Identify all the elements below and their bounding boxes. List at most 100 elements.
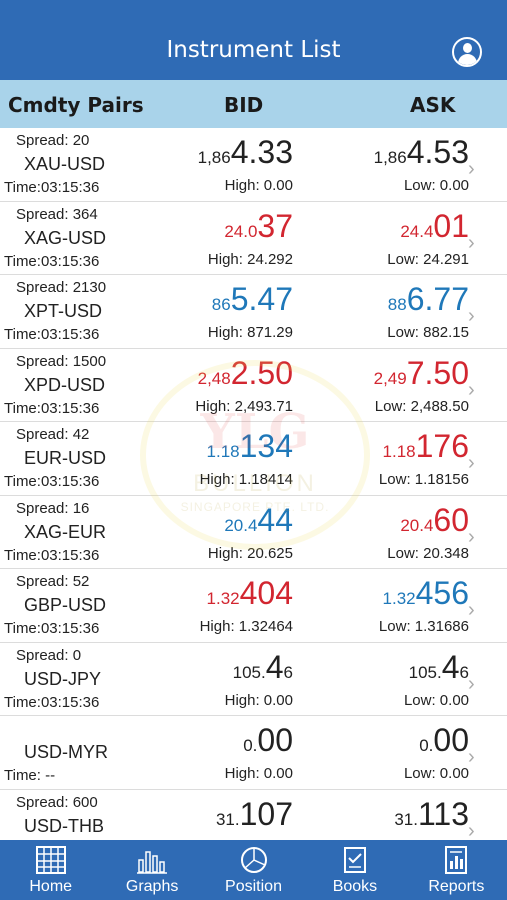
ask-price-suffix: 6 bbox=[459, 662, 469, 682]
bid-price-main: 2.50 bbox=[230, 354, 293, 391]
instrument-symbol: USD-JPY bbox=[24, 668, 102, 689]
low-value: Low: 882.15 bbox=[387, 324, 469, 341]
book-icon bbox=[343, 847, 366, 873]
instrument-list[interactable]: Spread: 20 XAU-USD Time:03:15:36 1,864.33 Hi… bbox=[0, 128, 507, 840]
spread-label: Spread: 20 bbox=[16, 132, 90, 149]
ask-price[interactable]: 2,497.50 bbox=[374, 355, 469, 392]
ask-price[interactable]: 105.46 bbox=[409, 649, 469, 686]
tab-position[interactable]: Position bbox=[203, 840, 304, 900]
ask-price-prefix: 31. bbox=[394, 809, 418, 829]
tab-graphs[interactable]: Graphs bbox=[101, 840, 202, 900]
timestamp: Time:03:15:36 bbox=[4, 620, 100, 637]
column-header: Cmdty Pairs BID ASK bbox=[0, 80, 507, 128]
instrument-row[interactable]: Spread: 20 XAU-USD Time:03:15:36 1,864.33 Hi… bbox=[0, 128, 507, 202]
instrument-row[interactable]: Spread: 16 XAG-EUR Time:03:15:36 20.444 High… bbox=[0, 496, 507, 569]
low-value: Low: 1.31686 bbox=[378, 618, 469, 635]
low-value: Low: 0.00 bbox=[403, 765, 469, 782]
ask-price[interactable]: 24.401 bbox=[400, 208, 469, 245]
tab-reports-label: Reports bbox=[428, 878, 485, 895]
spread-label: Spread: 364 bbox=[16, 205, 98, 223]
bid-price[interactable]: 24.037 bbox=[224, 208, 293, 245]
ask-price[interactable]: 31.113 bbox=[394, 796, 469, 833]
bid-price[interactable]: 1,864.33 bbox=[198, 134, 293, 171]
bid-price-prefix: 1.32 bbox=[206, 589, 240, 608]
ask-price[interactable]: 20.460 bbox=[400, 502, 469, 539]
bid-price[interactable]: 2,482.50 bbox=[198, 355, 293, 392]
ask-price-main: 456 bbox=[415, 575, 469, 611]
chevron-right-icon: › bbox=[468, 672, 475, 695]
tab-home[interactable]: Home bbox=[0, 840, 101, 900]
ask-price-prefix: 1,86 bbox=[373, 148, 407, 167]
low-value: Low: 0.00 bbox=[403, 691, 469, 709]
bid-price-prefix: 2,48 bbox=[197, 368, 231, 388]
instrument-symbol: XAU-USD bbox=[24, 154, 106, 174]
ask-price[interactable]: 886.77 bbox=[388, 281, 469, 318]
instrument-symbol: XAG-USD bbox=[24, 227, 107, 248]
timestamp: Time:03:15:36 bbox=[4, 546, 100, 564]
bid-price[interactable]: 105.46 bbox=[233, 649, 293, 686]
ask-price[interactable]: 0.00 bbox=[419, 722, 469, 759]
ask-price-main: 176 bbox=[415, 428, 469, 464]
high-value: High: 20.625 bbox=[207, 544, 293, 562]
ask-price[interactable]: 1.32456 bbox=[383, 575, 469, 612]
instrument-row[interactable]: Spread: 52 GBP-USD Time:03:15:36 1.32404 Hig… bbox=[0, 569, 507, 643]
ask-price-main: 6.77 bbox=[406, 281, 469, 317]
pie-chart-icon bbox=[240, 847, 267, 873]
bid-price[interactable]: 865.47 bbox=[212, 281, 293, 318]
high-value: High: 24.292 bbox=[207, 250, 293, 268]
instrument-symbol: GBP-USD bbox=[24, 595, 107, 615]
ask-price[interactable]: 1,864.53 bbox=[374, 134, 469, 171]
bid-price[interactable]: 20.444 bbox=[224, 502, 293, 539]
bid-price-suffix: 6 bbox=[283, 662, 293, 682]
instrument-row[interactable]: Spread: 42 EUR-USD Time:03:15:36 1.18134 Hig… bbox=[0, 422, 507, 496]
ask-price-prefix: 1.32 bbox=[382, 589, 416, 608]
instrument-symbol: XPT-USD bbox=[24, 301, 103, 321]
timestamp: Time:03:15:36 bbox=[4, 326, 100, 343]
grid-icon bbox=[35, 846, 66, 874]
instrument-row[interactable]: Spread: 600 USD-THB 31.107 31.113 › bbox=[0, 790, 507, 841]
bid-price-prefix: 1,86 bbox=[197, 148, 231, 167]
bid-price[interactable]: 0.00 bbox=[243, 722, 293, 759]
bid-price-main: 107 bbox=[239, 795, 293, 832]
bid-price-main: 5.47 bbox=[230, 281, 293, 317]
tab-graphs-label: Graphs bbox=[125, 878, 179, 895]
low-value: Low: 0.00 bbox=[403, 177, 469, 194]
bid-price-prefix: 86 bbox=[211, 295, 231, 314]
spread-label: Spread: 2130 bbox=[16, 279, 107, 296]
report-icon bbox=[445, 846, 468, 874]
user-circle-icon[interactable] bbox=[452, 37, 482, 67]
low-value: Low: 20.348 bbox=[387, 544, 469, 562]
bid-price-main: 00 bbox=[257, 722, 293, 758]
bid-price-prefix: 105. bbox=[232, 662, 266, 682]
bar-chart-icon bbox=[137, 851, 168, 874]
bid-price-main: 44 bbox=[257, 501, 293, 538]
bid-price-main: 37 bbox=[257, 207, 293, 244]
ask-price-main: 7.50 bbox=[406, 354, 469, 391]
ask-price-prefix: 105. bbox=[408, 662, 442, 682]
instrument-row[interactable]: USD-MYR Time: -- 0.00 High: 0.00 0.00 Low: 0.… bbox=[0, 716, 507, 790]
tab-reports[interactable]: Reports bbox=[406, 840, 507, 900]
ask-price-main: 60 bbox=[433, 501, 469, 538]
tab-position-label: Position bbox=[225, 878, 282, 895]
bid-price[interactable]: 1.32404 bbox=[207, 575, 293, 612]
instrument-row[interactable]: Spread: 2130 XPT-USD Time:03:15:36 865.47 Hi… bbox=[0, 275, 507, 349]
timestamp: Time:03:15:36 bbox=[4, 473, 100, 490]
bid-price[interactable]: 1.18134 bbox=[207, 428, 293, 465]
tab-books[interactable]: Books bbox=[304, 840, 405, 900]
bottom-tab-bar: Home Graphs Position Books bbox=[0, 840, 507, 900]
tab-books-label: Books bbox=[332, 878, 378, 895]
timestamp: Time:03:15:36 bbox=[4, 399, 100, 417]
column-pairs-label: Cmdty Pairs bbox=[8, 93, 144, 117]
chevron-right-icon: › bbox=[468, 525, 475, 548]
ask-price[interactable]: 1.18176 bbox=[383, 428, 469, 465]
top-bar: Instrument List bbox=[0, 0, 507, 80]
instrument-row[interactable]: Spread: 364 XAG-USD Time:03:15:36 24.037 Hig… bbox=[0, 202, 507, 275]
ask-price-prefix: 88 bbox=[387, 295, 407, 314]
instrument-row[interactable]: Spread: 1500 XPD-USD Time:03:15:36 2,482.50… bbox=[0, 349, 507, 422]
chevron-right-icon: › bbox=[468, 378, 475, 401]
bid-price[interactable]: 31.107 bbox=[216, 796, 293, 833]
bid-price-prefix: 31. bbox=[215, 809, 240, 829]
high-value: High: 2,493.71 bbox=[195, 397, 293, 415]
instrument-row[interactable]: Spread: 0 USD-JPY Time:03:15:36 105.46 High:… bbox=[0, 643, 507, 716]
chevron-right-icon: › bbox=[468, 158, 475, 180]
